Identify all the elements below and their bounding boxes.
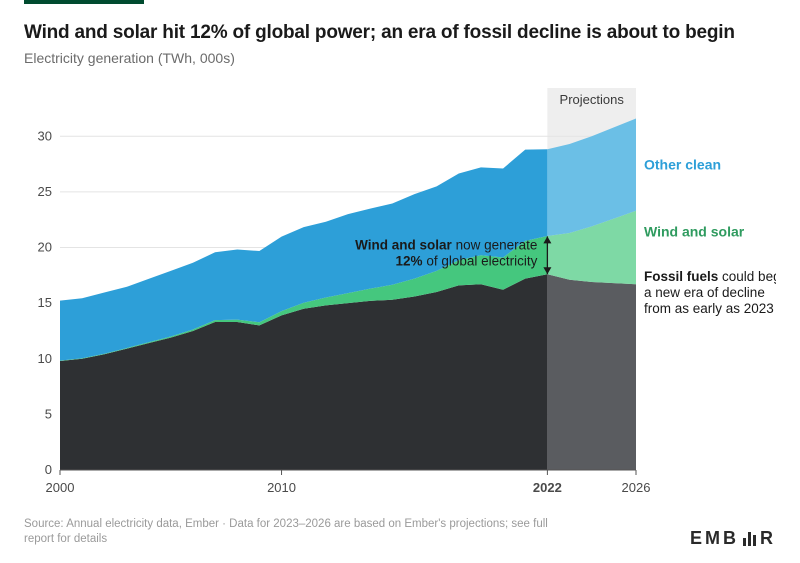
x-tick-label: 2000 (46, 480, 75, 495)
y-tick-label: 0 (45, 462, 52, 477)
series-label-wind_solar: Wind and solar (644, 223, 745, 239)
y-tick-label: 30 (38, 128, 52, 143)
logo-text-1: EMB (690, 528, 739, 549)
y-tick-label: 20 (38, 240, 52, 255)
ember-logo: EMB R (690, 528, 776, 549)
area-proj-fossil (547, 274, 636, 470)
x-tick-label: 2010 (267, 480, 296, 495)
x-tick-label: 2022 (533, 480, 562, 495)
source-caption: Source: Annual electricity data, Ember ·… (24, 517, 564, 547)
projection-label: Projections (560, 92, 625, 107)
logo-bars-icon (743, 532, 756, 546)
chart-title: Wind and solar hit 12% of global power; … (24, 22, 735, 44)
chart-container: Projections 0 5 10 15 20 25 30 2000 2010 2022 2026 O… (24, 84, 776, 504)
x-tick-label: 2026 (622, 480, 651, 495)
chart-subtitle: Electricity generation (TWh, 000s) (24, 50, 235, 66)
fossil-annotation: Fossil fuels could begina new era of dec… (644, 269, 776, 316)
stacked-area-chart: Projections 0 5 10 15 20 25 30 2000 2010 2022 2026 O… (24, 84, 776, 504)
y-tick-label: 15 (38, 295, 52, 310)
y-tick-label: 25 (38, 184, 52, 199)
y-tick-label: 5 (45, 406, 52, 421)
series-label-other_clean: Other clean (644, 157, 721, 173)
y-tick-label: 10 (38, 351, 52, 366)
top-accent-bar (24, 0, 144, 4)
logo-text-2: R (760, 528, 776, 549)
